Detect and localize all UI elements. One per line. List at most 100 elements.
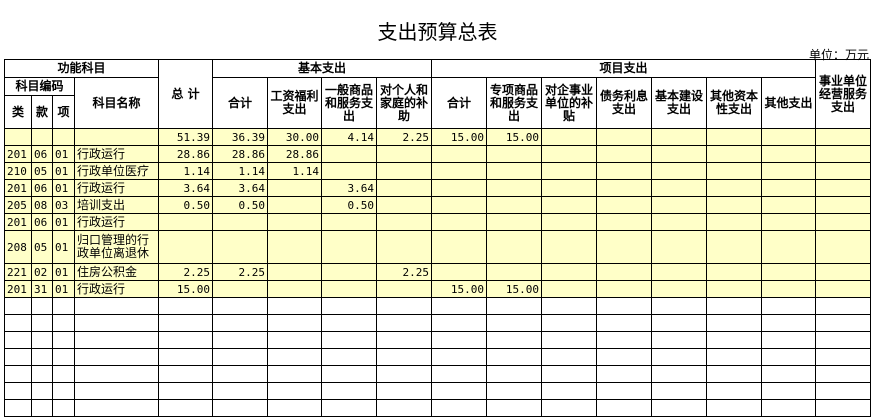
code-cell bbox=[31, 128, 53, 146]
empty-cell bbox=[376, 314, 432, 332]
empty-cell bbox=[815, 399, 871, 417]
empty-cell bbox=[815, 331, 871, 349]
amount-cell bbox=[651, 280, 707, 298]
empty-cell bbox=[596, 399, 652, 417]
code-cell: 06 bbox=[31, 179, 53, 197]
amount-cell bbox=[596, 196, 652, 214]
empty-cell bbox=[706, 365, 762, 383]
empty-cell bbox=[815, 314, 871, 332]
empty-cell bbox=[4, 365, 32, 383]
empty-cell bbox=[376, 382, 432, 400]
table-row: 201 06 01 行政运行 28.86 28.86 28.86 bbox=[4, 145, 871, 163]
amount-cell: 15.00 bbox=[158, 280, 213, 298]
table-row: 221 02 01 住房公积金 2.25 2.25 2.25 bbox=[4, 263, 871, 281]
amount-cell bbox=[815, 196, 871, 214]
empty-cell bbox=[4, 331, 32, 349]
amount-cell bbox=[596, 213, 652, 231]
header-project-col: 其他资本性支出 bbox=[706, 77, 762, 129]
empty-cell bbox=[431, 331, 487, 349]
page-title: 支出预算总表 bbox=[377, 20, 498, 44]
empty-cell bbox=[486, 399, 542, 417]
amount-cell bbox=[212, 280, 268, 298]
code-cell: 01 bbox=[52, 162, 75, 180]
empty-cell bbox=[212, 348, 268, 366]
amount-cell bbox=[596, 162, 652, 180]
empty-cell bbox=[486, 331, 542, 349]
empty-cell bbox=[31, 399, 53, 417]
amount-cell bbox=[596, 263, 652, 281]
amount-cell bbox=[267, 196, 322, 214]
amount-cell: 28.86 bbox=[212, 145, 268, 163]
amount-cell: 3.64 bbox=[212, 179, 268, 197]
empty-cell bbox=[815, 382, 871, 400]
empty-row bbox=[4, 348, 871, 366]
header-project-col: 基本建设支出 bbox=[651, 77, 707, 129]
amount-cell bbox=[486, 145, 542, 163]
empty-cell bbox=[596, 314, 652, 332]
empty-row bbox=[4, 314, 871, 332]
empty-cell bbox=[815, 297, 871, 315]
amount-cell: 3.64 bbox=[321, 179, 377, 197]
amount-cell bbox=[321, 230, 377, 264]
empty-cell bbox=[321, 348, 377, 366]
amount-cell bbox=[651, 230, 707, 264]
empty-cell bbox=[706, 314, 762, 332]
amount-cell bbox=[761, 128, 816, 146]
amount-cell bbox=[815, 145, 871, 163]
empty-cell bbox=[761, 365, 816, 383]
header-basic: 基本支出 bbox=[212, 59, 432, 78]
amount-cell bbox=[431, 213, 487, 231]
amount-cell bbox=[541, 263, 597, 281]
amount-cell bbox=[541, 196, 597, 214]
empty-cell bbox=[376, 399, 432, 417]
empty-cell bbox=[31, 382, 53, 400]
amount-cell bbox=[376, 162, 432, 180]
empty-cell bbox=[761, 382, 816, 400]
empty-row bbox=[4, 331, 871, 349]
amount-cell bbox=[321, 162, 377, 180]
header-lei: 类 bbox=[4, 95, 32, 129]
amount-cell bbox=[706, 145, 762, 163]
empty-cell bbox=[321, 382, 377, 400]
empty-cell bbox=[74, 331, 159, 349]
empty-cell bbox=[815, 348, 871, 366]
amount-cell bbox=[321, 213, 377, 231]
empty-cell bbox=[31, 297, 53, 315]
name-cell: 行政单位医疗 bbox=[74, 162, 159, 180]
code-cell: 221 bbox=[4, 263, 32, 281]
code-cell: 210 bbox=[4, 162, 32, 180]
amount-cell bbox=[267, 213, 322, 231]
amount-cell bbox=[267, 230, 322, 264]
amount-cell bbox=[815, 263, 871, 281]
empty-cell bbox=[267, 365, 322, 383]
empty-cell bbox=[651, 314, 707, 332]
unit-label: 单位：万元 bbox=[808, 48, 869, 62]
empty-cell bbox=[31, 348, 53, 366]
amount-cell bbox=[706, 162, 762, 180]
code-cell bbox=[4, 128, 32, 146]
empty-cell bbox=[31, 365, 53, 383]
empty-cell bbox=[321, 297, 377, 315]
empty-cell bbox=[321, 365, 377, 383]
amount-cell bbox=[541, 128, 597, 146]
empty-cell bbox=[596, 331, 652, 349]
amount-cell bbox=[376, 280, 432, 298]
amount-cell bbox=[815, 230, 871, 264]
amount-cell bbox=[431, 145, 487, 163]
empty-cell bbox=[267, 314, 322, 332]
empty-cell bbox=[761, 348, 816, 366]
amount-cell: 1.14 bbox=[267, 162, 322, 180]
amount-cell: 1.14 bbox=[158, 162, 213, 180]
empty-cell bbox=[486, 365, 542, 383]
amount-cell bbox=[321, 145, 377, 163]
empty-cell bbox=[158, 314, 213, 332]
empty-row bbox=[4, 399, 871, 417]
amount-cell bbox=[651, 128, 707, 146]
amount-cell bbox=[486, 179, 542, 197]
amount-cell bbox=[651, 263, 707, 281]
table-row: 208 05 01 归口管理的行政单位离退休 bbox=[4, 230, 871, 264]
header-name: 科目名称 bbox=[74, 77, 159, 129]
code-cell: 201 bbox=[4, 179, 32, 197]
empty-cell bbox=[376, 331, 432, 349]
header-project: 项目支出 bbox=[431, 59, 816, 78]
